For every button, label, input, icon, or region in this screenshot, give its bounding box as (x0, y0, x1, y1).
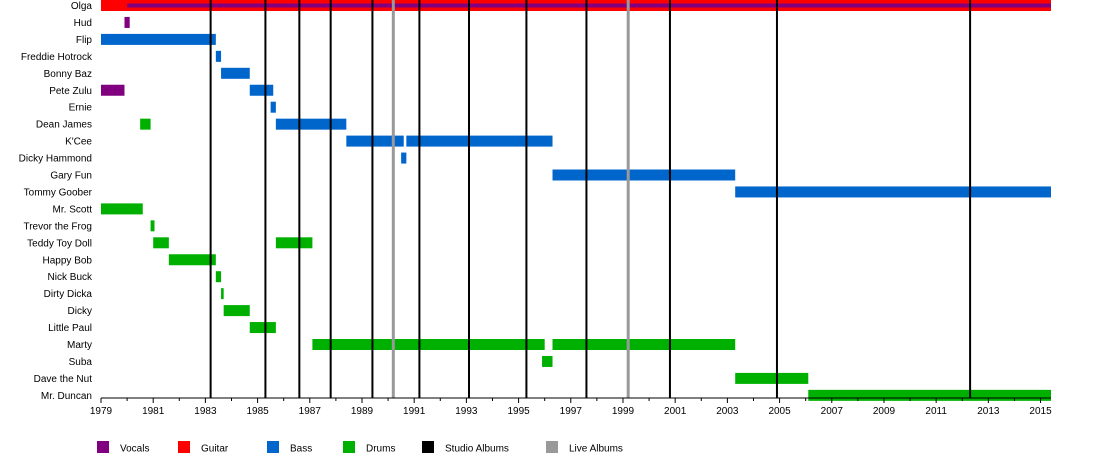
x-tick-label-1981: 1981 (142, 406, 165, 417)
member-label-ernie: Ernie (69, 103, 93, 114)
x-tick-label-1999: 1999 (612, 406, 635, 417)
member-label-suba: Suba (69, 357, 93, 368)
bar-dean-james-drums-9 (140, 118, 151, 130)
member-label-k-cee: K'Cee (65, 137, 92, 148)
member-label-gary-fun: Gary Fun (50, 171, 92, 182)
x-tick-label-1989: 1989 (351, 406, 374, 417)
legend-label-bass: Bass (290, 444, 312, 455)
legend-label-studio-albums: Studio Albums (445, 444, 509, 455)
legend-label-live-albums: Live Albums (569, 444, 623, 455)
x-tick-label-1995: 1995 (507, 406, 530, 417)
legend-swatch-drums (343, 441, 355, 453)
bar-dicky-drums-23 (223, 305, 250, 317)
bar-little-paul-drums-24 (249, 322, 276, 334)
member-label-bonny-baz: Bonny Baz (44, 69, 92, 80)
legend-swatch-bass (267, 441, 279, 453)
x-tick-label-2011: 2011 (925, 406, 947, 417)
bar-k-cee-bass-12 (406, 135, 553, 147)
bar-trevor-the-frog-drums-17 (150, 220, 155, 232)
x-tick-label-2009: 2009 (873, 406, 896, 417)
member-label-teddy-toy-doll: Teddy Toy Doll (27, 238, 92, 249)
bar-dean-james-bass-10 (275, 118, 347, 130)
x-tick-label-2005: 2005 (768, 406, 791, 417)
member-label-dicky: Dicky (68, 306, 92, 317)
bar-suba-drums-27 (542, 355, 553, 367)
x-tick-label-1993: 1993 (455, 406, 478, 417)
bar-dicky-hammond-bass-13 (401, 152, 407, 164)
legend-swatch-live-albums (546, 441, 558, 453)
member-rows: Olga Hud Flip Freddie Hotrock Bonny Baz Pete … (19, 1, 93, 402)
x-tick-label-2003: 2003 (716, 406, 739, 417)
x-tick-label-1997: 1997 (560, 406, 583, 417)
member-label-tommy-goober: Tommy Goober (24, 187, 93, 198)
bar-gary-fun-bass-14 (552, 169, 736, 181)
x-tick-label-1979: 1979 (90, 406, 113, 417)
x-tick-label-1991: 1991 (403, 406, 426, 417)
bar-bonny-baz-bass-5 (221, 67, 250, 79)
member-label-pete-zulu: Pete Zulu (49, 86, 92, 97)
member-label-freddie-hotrock: Freddie Hotrock (21, 52, 93, 63)
x-tick-label-2007: 2007 (821, 406, 844, 417)
album-lines (209, 0, 972, 398)
legend-label-vocals: Vocals (120, 444, 149, 455)
bar-marty-drums-26 (552, 339, 736, 350)
bar-mr-scott-drums-16 (101, 203, 143, 215)
member-label-happy-bob: Happy Bob (43, 255, 93, 266)
x-tick-label-2001: 2001 (664, 406, 687, 417)
member-label-olga: Olga (71, 1, 93, 12)
x-tick-label-2015: 2015 (1029, 406, 1052, 417)
member-label-marty: Marty (67, 340, 92, 351)
bar-k-cee-bass-11 (346, 135, 404, 147)
legend: Vocals Guitar Bass Drums Studio Albums Live A… (97, 441, 623, 455)
bar-olga-vocals-1 (127, 3, 1052, 8)
bar-teddy-toy-doll-drums-19 (275, 237, 313, 249)
bar-hud-vocals-2 (124, 16, 130, 28)
bar-dirty-dicka-drums-22 (221, 288, 224, 300)
member-label-dean-james: Dean James (36, 120, 92, 131)
member-label-nick-buck: Nick Buck (48, 272, 93, 283)
legend-swatch-guitar (178, 441, 190, 453)
x-tick-label-1987: 1987 (299, 406, 322, 417)
time-axis: 1979 1981 1983 1985 1987 1989 1991 1993 1995 1997… (90, 397, 1052, 417)
member-label-dicky-hammond: Dicky Hammond (19, 154, 92, 165)
bar-happy-bob-drums-20 (168, 254, 216, 266)
bar-tommy-goober-bass-15 (735, 186, 1051, 198)
bar-nick-buck-drums-21 (215, 271, 222, 283)
bar-ernie-bass-8 (270, 101, 276, 113)
member-label-mr-duncan: Mr. Duncan (41, 391, 92, 402)
member-label-mr-scott: Mr. Scott (53, 204, 93, 215)
member-label-little-paul: Little Paul (48, 323, 92, 334)
legend-swatch-studio-albums (422, 441, 434, 453)
legend-label-drums: Drums (366, 444, 395, 455)
x-tick-label-2013: 2013 (977, 406, 1000, 417)
bar-flip-bass-3 (101, 33, 216, 45)
bar-dave-the-nut-drums-28 (735, 372, 809, 384)
membership-bars (101, 0, 1052, 401)
member-label-dave-the-nut: Dave the Nut (34, 374, 93, 385)
bar-freddie-hotrock-bass-4 (215, 50, 222, 62)
member-label-flip: Flip (76, 35, 93, 46)
member-label-trevor-the-frog: Trevor the Frog (23, 221, 92, 232)
bar-teddy-toy-doll-drums-18 (153, 237, 169, 249)
member-label-dirty-dicka: Dirty Dicka (44, 289, 93, 300)
bar-marty-drums-25 (312, 339, 545, 350)
member-label-hud: Hud (74, 18, 92, 29)
x-tick-label-1983: 1983 (194, 406, 217, 417)
bar-pete-zulu-vocals-6 (101, 84, 125, 96)
bar-mr-duncan-drums-29 (808, 389, 1051, 401)
legend-label-guitar: Guitar (201, 444, 229, 455)
legend-swatch-vocals (97, 441, 109, 453)
bar-pete-zulu-bass-7 (249, 84, 274, 96)
x-tick-label-1985: 1985 (246, 406, 269, 417)
